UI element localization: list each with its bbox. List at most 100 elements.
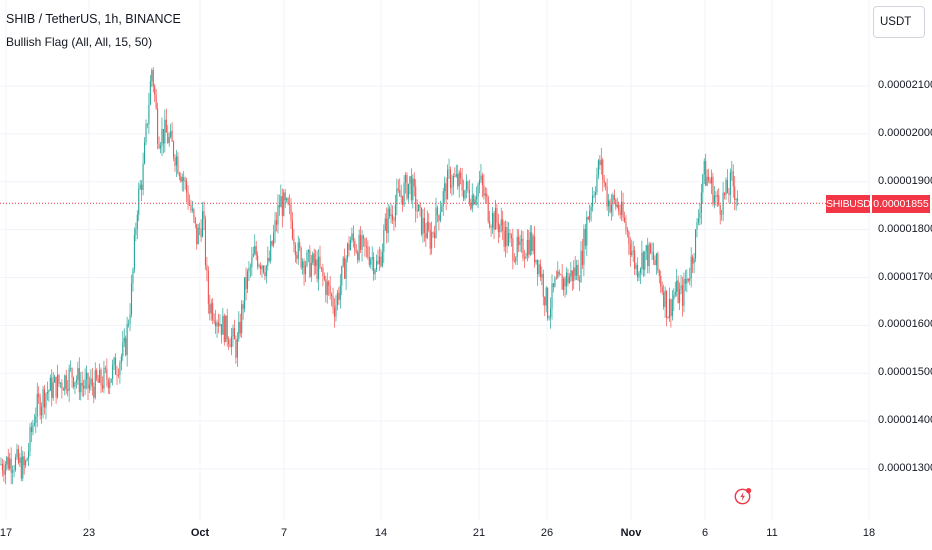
- candle-body-238: [345, 258, 347, 279]
- lightning-alert-icon[interactable]: [733, 486, 753, 506]
- candle-body-355: [515, 257, 517, 262]
- candle-body-243: [352, 233, 354, 242]
- candle-body-407: [590, 206, 592, 211]
- candle-body-149: [216, 322, 218, 327]
- candle-body-80: [116, 374, 118, 376]
- candle-body-505: [732, 171, 734, 187]
- candle-body-246: [357, 252, 359, 261]
- candle-body-40: [58, 374, 60, 384]
- time-label: 17: [0, 527, 13, 539]
- candle-body-27: [39, 397, 41, 416]
- time-axis[interactable]: 17 23 Oct 7 14 21 26 Nov 6 11 18: [0, 520, 932, 550]
- candle-body-421: [610, 204, 612, 213]
- candle-body-269: [390, 214, 392, 217]
- candle-body-206: [299, 242, 301, 248]
- candle-body-203: [294, 244, 296, 256]
- candle-body-121: [175, 156, 177, 166]
- candle-body-318: [461, 177, 463, 191]
- candle-body-408: [592, 195, 594, 207]
- candle-body-325: [471, 194, 473, 209]
- chart-area[interactable]: [0, 0, 870, 520]
- candle-body-56: [81, 382, 83, 386]
- candle-body-199: [289, 203, 291, 205]
- candle-body-474: [687, 278, 689, 281]
- candle-body-24: [35, 416, 37, 423]
- candle-body-195: [283, 192, 285, 216]
- candle-body-369: [535, 259, 537, 263]
- candle-body-506: [734, 186, 736, 200]
- candle-body-190: [275, 220, 278, 225]
- candle-body-8: [12, 470, 14, 473]
- candle-body-212: [307, 250, 309, 253]
- candle-body-137: [199, 227, 201, 229]
- candle-body-331: [480, 175, 482, 181]
- candle-body-167: [242, 304, 244, 309]
- candle-body-250: [362, 235, 365, 239]
- time-label: 6: [701, 527, 709, 539]
- candle-body-130: [188, 204, 191, 206]
- candle-body-188: [273, 232, 275, 246]
- candle-body-359: [521, 238, 523, 242]
- symbol-title[interactable]: SHIB / TetherUS, 1h, BINANCE: [6, 12, 181, 26]
- candle-body-341: [494, 208, 496, 230]
- candle-body-253: [367, 246, 369, 257]
- candle-body-174: [252, 253, 254, 257]
- candle-body-287: [416, 210, 418, 212]
- candle-body-463: [671, 299, 673, 317]
- price-label: 0.00001300: [878, 462, 932, 474]
- candle-body-335: [486, 193, 488, 197]
- candle-body-76: [110, 378, 112, 383]
- candle-body-7: [10, 458, 12, 473]
- candle-body-316: [458, 172, 460, 187]
- candle-body-2: [3, 470, 5, 475]
- candlestick-chart[interactable]: [0, 0, 870, 520]
- candle-body-379: [550, 308, 552, 318]
- candle-body-292: [423, 217, 425, 233]
- candle-body-103: [149, 81, 151, 105]
- candle-body-469: [680, 285, 682, 290]
- candle-body-327: [474, 199, 476, 205]
- currency-button[interactable]: USDT: [873, 6, 925, 38]
- candle-body-55: [80, 382, 82, 393]
- candle-body-461: [668, 299, 670, 319]
- candle-body-113: [164, 119, 166, 144]
- candle-body-401: [581, 250, 583, 265]
- candle-body-232: [336, 292, 338, 306]
- candle-body-237: [344, 258, 346, 279]
- candle-body-251: [364, 238, 366, 247]
- candle-body-289: [419, 204, 421, 208]
- candle-body-392: [568, 276, 570, 284]
- candle-body-501: [726, 179, 728, 194]
- price-axis[interactable]: 0.00002100 0.00002000 0.00001900 0.00001800…: [870, 0, 932, 520]
- candle-body-435: [631, 251, 633, 256]
- candle-body-480: [696, 222, 698, 230]
- candle-body-311: [451, 185, 453, 188]
- candle-body-464: [673, 295, 675, 300]
- candle-body-308: [447, 170, 449, 200]
- indicator-legend[interactable]: Bullish Flag (All, All, 15, 50): [6, 35, 153, 49]
- candle-body-93: [135, 229, 137, 235]
- candle-body-127: [184, 180, 186, 182]
- candle-body-309: [448, 169, 450, 171]
- candle-body-240: [348, 243, 350, 251]
- candle-body-472: [684, 279, 686, 284]
- candle-body-218: [316, 259, 318, 280]
- price-label: 0.00001500: [878, 366, 932, 379]
- candle-body-187: [271, 241, 273, 246]
- candle-body-198: [287, 198, 289, 204]
- candle-body-352: [510, 235, 512, 239]
- candle-body-382: [554, 278, 556, 287]
- candle-body-200: [290, 204, 292, 221]
- candle-body-384: [557, 271, 559, 279]
- candle-body-141: [204, 219, 206, 266]
- time-label: 11: [766, 527, 778, 539]
- candle-body-161: [233, 328, 235, 340]
- candle-body-343: [497, 222, 499, 233]
- candle-body-377: [547, 287, 549, 319]
- candle-body-448: [650, 243, 652, 253]
- candle-body-255: [370, 259, 372, 265]
- candle-body-140: [203, 211, 205, 220]
- candle-body-14: [20, 457, 22, 479]
- candle-body-320: [464, 189, 466, 199]
- candle-body-329: [477, 184, 479, 197]
